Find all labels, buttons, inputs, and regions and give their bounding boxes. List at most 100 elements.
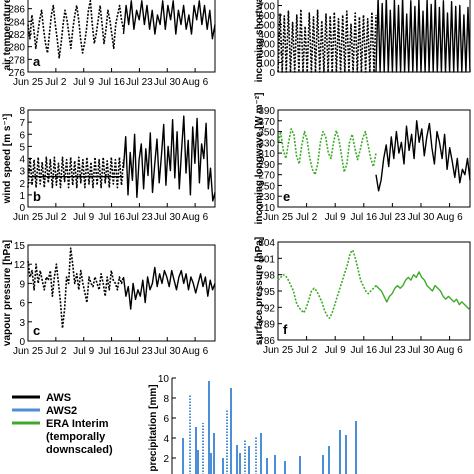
chart-panel: 0100200300400500600700800incoming shortw… [254, 0, 471, 82]
dotted-series-line [27, 156, 125, 189]
plot-frame [27, 244, 216, 342]
legend: AWS AWS2 ERA Interim (temporally downsca… [12, 392, 113, 456]
y-tick-label: 310 [258, 149, 275, 160]
y-tick-label: 798 [258, 271, 275, 282]
y-tick-label: 200 [258, 49, 275, 60]
x-tick-label: Jun 25 [13, 77, 43, 88]
x-tick-label: Jul 16 [98, 346, 125, 357]
solid-series-line [375, 271, 471, 311]
y-tick-label: 600 [258, 11, 275, 22]
y-tick-label: 9 [19, 279, 25, 290]
y-tick-label: 8 [19, 106, 25, 117]
y-axis-label: vapour pressure [hPa] [2, 240, 13, 346]
y-tick-label: 6 [19, 299, 25, 310]
x-tick-label: Jul 23 [379, 212, 406, 223]
solid-series-line [122, 0, 216, 40]
y-tick-label: 0 [269, 68, 275, 79]
y-tick-label: 370 [258, 117, 275, 128]
x-tick-label: Jul 16 [350, 345, 377, 356]
x-tick-label: Aug 6 [437, 345, 464, 356]
solid-series-line [122, 266, 216, 310]
x-tick-label: Jul 9 [325, 212, 347, 223]
x-tick-label: Jul 16 [98, 212, 125, 223]
y-tick-label: 12 [14, 260, 26, 271]
legend-label-aws2: AWS2 [46, 405, 77, 417]
legend-note-line2: downscaled) [46, 444, 113, 456]
y-axis-label: wind speed [m s⁻¹] [2, 114, 13, 205]
solid-series-line [375, 0, 471, 73]
y-tick-label: 4 [163, 434, 169, 445]
y-tick-label: 276 [8, 68, 25, 79]
dotted-series-line [27, 0, 125, 59]
y-tick-label: 15 [14, 241, 26, 252]
x-tick-label: Jul 2 [45, 346, 67, 357]
panel-letter: b [33, 189, 41, 204]
x-tick-label: Jul 9 [73, 346, 95, 357]
y-axis-label: air temperature [2, 0, 13, 70]
panel-letter: f [283, 322, 288, 337]
x-tick-label: Aug 6 [182, 77, 209, 88]
y-tick-label: 3 [19, 318, 25, 329]
y-tick-label: 4 [19, 155, 25, 166]
panel-letter: a [33, 54, 41, 69]
x-tick-label: Aug 6 [182, 346, 209, 357]
y-tick-label: 350 [258, 128, 275, 139]
x-tick-label: Jul 23 [126, 77, 153, 88]
y-tick-label: 6 [19, 130, 25, 141]
y-tick-label: 282 [8, 30, 25, 41]
x-tick-label: Jul 30 [154, 77, 181, 88]
y-tick-label: 7 [19, 118, 25, 129]
y-tick-label: 100 [258, 59, 275, 70]
y-tick-label: 288 [8, 0, 25, 3]
solid-series-line [122, 115, 216, 202]
y-tick-label: 795 [258, 287, 275, 298]
y-axis-label: precipitation [mm] [148, 384, 159, 471]
x-tick-label: Jul 30 [408, 345, 435, 356]
y-axis-label: incoming shortwave [254, 0, 265, 82]
y-tick-label: 6 [163, 414, 169, 425]
y-axis-label: surface pressure [hPa] [254, 237, 265, 345]
y-tick-label: 2 [19, 179, 25, 190]
y-tick-label: 789 [258, 320, 275, 331]
y-tick-label: 330 [258, 138, 275, 149]
y-tick-label: 700 [258, 2, 275, 13]
y-tick-label: 280 [8, 43, 25, 54]
y-tick-label: 270 [258, 171, 275, 182]
legend-label-aws: AWS [46, 392, 71, 404]
y-tick-label: 5 [19, 142, 25, 153]
x-tick-label: Jul 2 [45, 77, 67, 88]
x-tick-label: Jul 16 [98, 77, 125, 88]
y-tick-label: 284 [8, 17, 25, 28]
x-tick-label: Aug 6 [182, 212, 209, 223]
x-tick-label: Jul 30 [408, 212, 435, 223]
y-tick-label: 290 [258, 160, 275, 171]
y-tick-label: 286 [8, 5, 25, 16]
x-tick-label: Jul 2 [45, 212, 67, 223]
plot-frame [277, 109, 471, 208]
x-tick-label: Jun 25 [263, 212, 293, 223]
x-tick-label: Jun 25 [13, 212, 43, 223]
panel-letter: c [33, 323, 40, 338]
chart-panel: 0246810precipitation [mm] [148, 374, 357, 474]
y-axis-label: incoming longwave [W m⁻²] [254, 93, 265, 225]
panel-letter: e [283, 189, 290, 204]
legend-label-era: ERA Interim [46, 418, 109, 430]
x-tick-label: Jul 23 [126, 212, 153, 223]
y-tick-label: 210 [258, 203, 275, 214]
x-tick-label: Jul 30 [154, 346, 181, 357]
x-tick-label: Jun 25 [13, 346, 43, 357]
x-tick-label: Jul 2 [296, 345, 318, 356]
y-tick-label: 804 [258, 238, 275, 249]
x-tick-label: Jul 9 [325, 345, 347, 356]
y-tick-label: 300 [258, 40, 275, 51]
y-tick-label: 10 [158, 374, 170, 385]
x-tick-label: Jun 25 [263, 345, 293, 356]
x-tick-label: Jul 2 [296, 212, 318, 223]
legend-note-line1: (temporally [46, 431, 106, 443]
